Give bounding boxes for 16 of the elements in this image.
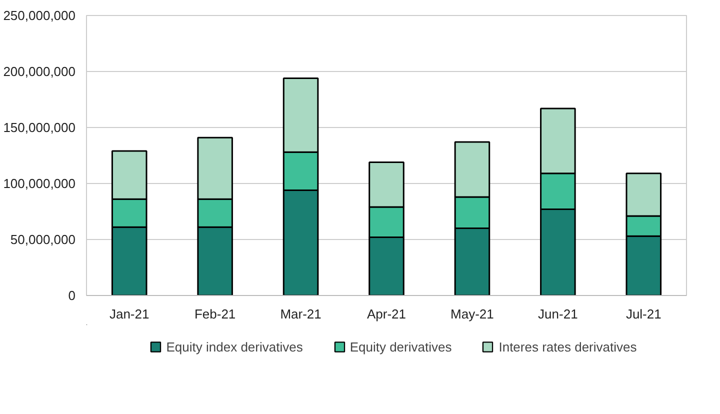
y-tick-label: 250,000,000: [3, 8, 76, 23]
y-tick-label: 200,000,000: [3, 64, 76, 79]
x-tick-label: Jan-21: [109, 306, 150, 322]
y-tick-label: 0: [68, 288, 76, 303]
legend-label: Equity derivatives: [350, 339, 452, 354]
legend-label: Interes rates derivatives: [498, 339, 637, 354]
x-tick-label: Feb-21: [194, 306, 236, 322]
x-tick-label: Apr-21: [366, 306, 406, 322]
y-tick-label: 50,000,000: [10, 232, 76, 247]
x-tick-label: Mar-21: [280, 306, 322, 322]
x-tick-label: Jul-21: [626, 306, 662, 322]
x-tick-label: May-21: [450, 306, 494, 322]
x-tick-label: Jun-21: [538, 306, 578, 322]
legend-label: Equity index derivatives: [166, 339, 303, 354]
y-tick-label: 150,000,000: [3, 120, 76, 135]
y-tick-label: 100,000,000: [3, 176, 76, 191]
